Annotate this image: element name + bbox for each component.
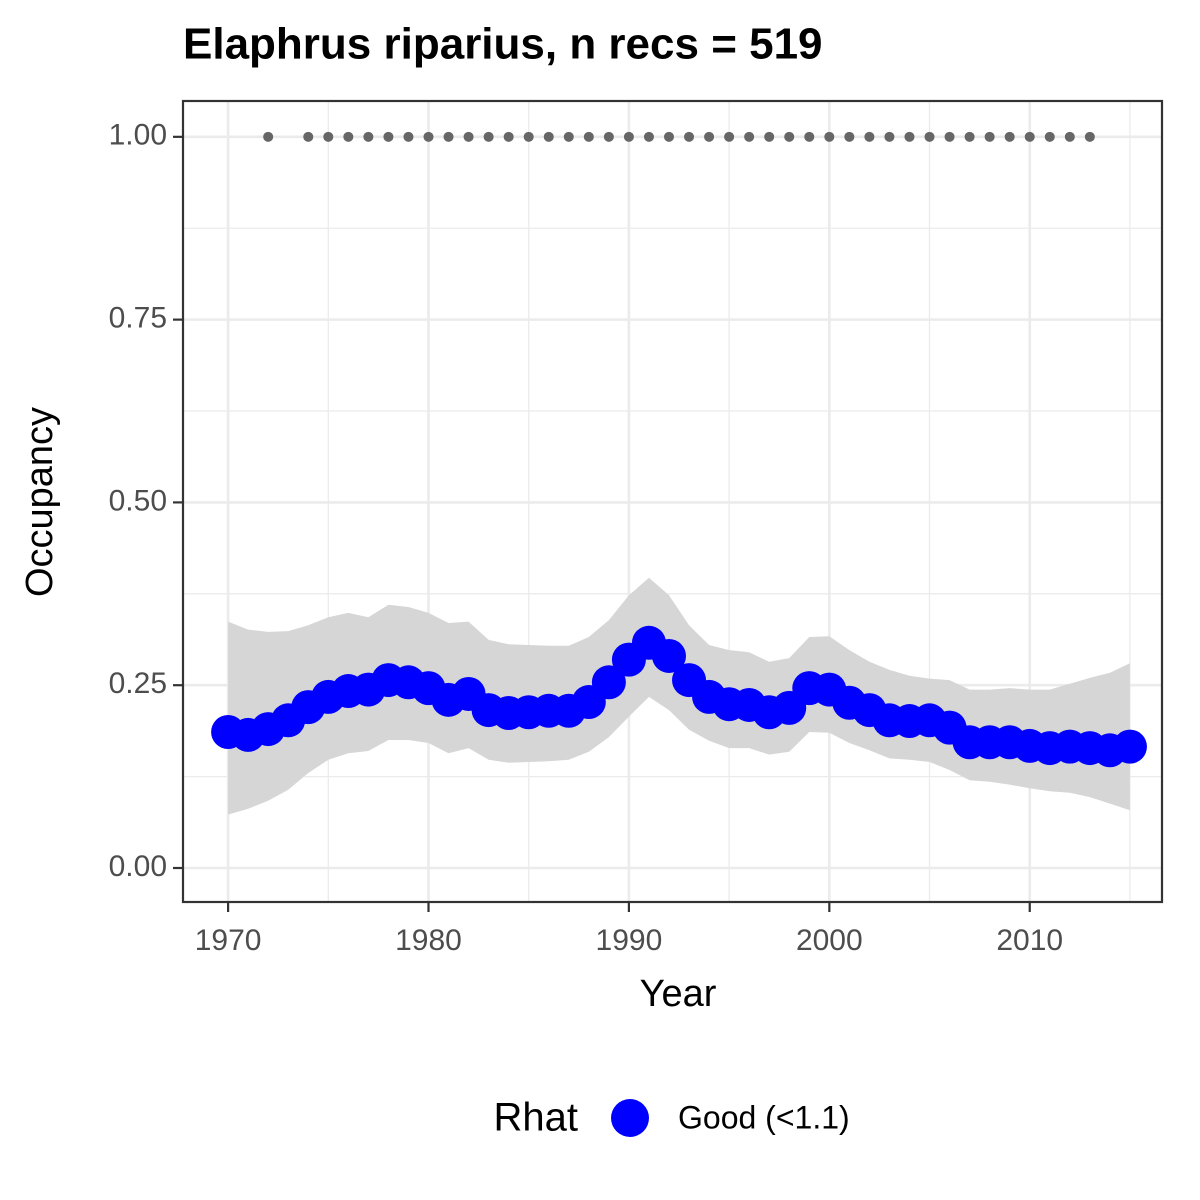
record-point xyxy=(523,131,534,142)
confidence-ribbon xyxy=(228,577,1130,815)
record-point xyxy=(744,131,755,142)
record-point xyxy=(623,131,634,142)
record-point xyxy=(864,131,875,142)
chart-title: Elaphrus riparius, n recs = 519 xyxy=(183,20,823,69)
y-tick-label: 0.00 xyxy=(109,850,167,883)
x-tick-label: 2000 xyxy=(796,924,863,957)
series-point xyxy=(591,665,626,700)
record-point xyxy=(824,131,835,142)
series-point xyxy=(1112,729,1147,764)
record-point xyxy=(1004,131,1015,142)
x-axis-title: Year xyxy=(640,973,717,1015)
record-point xyxy=(1064,131,1075,142)
record-point xyxy=(563,131,574,142)
record-point xyxy=(603,131,614,142)
record-point xyxy=(884,131,895,142)
record-point xyxy=(663,131,674,142)
record-point xyxy=(583,131,594,142)
record-point xyxy=(1044,131,1055,142)
record-point xyxy=(844,131,855,142)
record-point xyxy=(323,131,334,142)
record-point xyxy=(403,131,414,142)
record-point xyxy=(643,131,654,142)
record-point xyxy=(543,131,554,142)
record-point xyxy=(684,131,695,142)
record-point xyxy=(263,131,274,142)
record-point xyxy=(724,131,735,142)
record-point xyxy=(944,131,955,142)
x-tick-label: 1970 xyxy=(195,924,262,957)
record-point xyxy=(463,131,474,142)
record-point xyxy=(483,131,494,142)
legend-label: Good (<1.1) xyxy=(678,1099,850,1135)
record-point xyxy=(303,131,314,142)
record-point xyxy=(383,131,394,142)
record-point xyxy=(984,131,995,142)
series-point xyxy=(651,638,686,673)
record-point xyxy=(804,131,815,142)
y-tick-label: 0.75 xyxy=(109,302,167,335)
legend-swatch xyxy=(611,1099,649,1137)
y-tick-label: 0.50 xyxy=(109,484,167,517)
record-point xyxy=(1084,131,1095,142)
record-point xyxy=(443,131,454,142)
record-point xyxy=(503,131,514,142)
y-tick-label: 0.25 xyxy=(109,667,167,700)
y-axis-title: Occupancy xyxy=(19,407,61,597)
record-point xyxy=(904,131,915,142)
record-point xyxy=(1024,131,1035,142)
record-point xyxy=(704,131,715,142)
record-point xyxy=(343,131,354,142)
record-point xyxy=(423,131,434,142)
x-tick-label: 2010 xyxy=(996,924,1063,957)
record-point xyxy=(784,131,795,142)
legend-title: Rhat xyxy=(494,1096,579,1140)
x-tick-label: 1980 xyxy=(395,924,462,957)
record-point xyxy=(363,131,374,142)
record-point xyxy=(964,131,975,142)
record-point xyxy=(764,131,775,142)
y-tick-label: 1.00 xyxy=(109,119,167,152)
x-tick-label: 1990 xyxy=(596,924,663,957)
record-point xyxy=(924,131,935,142)
